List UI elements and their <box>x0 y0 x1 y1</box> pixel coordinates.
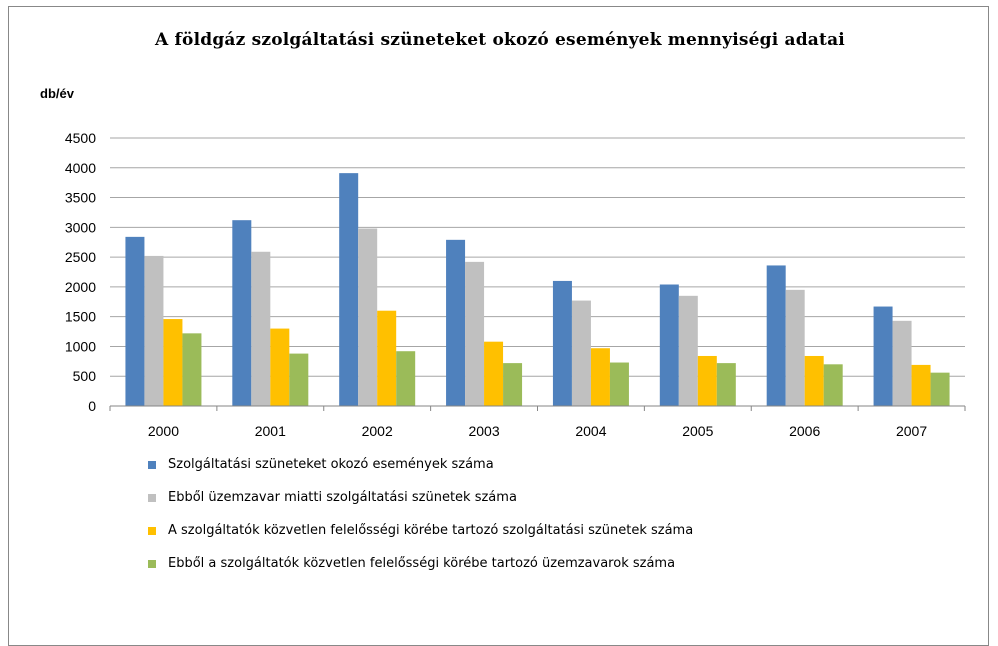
bar-2003-series-2 <box>465 261 485 406</box>
y-tick-label: 4000 <box>65 160 96 176</box>
x-tick-label: 2006 <box>789 423 820 439</box>
bar-2002-series-2 <box>358 228 378 406</box>
bar-chart-plot: 0 500 1000 1500 2000 2500 3000 3500 4000 4500 200… <box>65 130 966 439</box>
bar-2005-series-1 <box>659 284 679 406</box>
bar-2003-series-4 <box>503 363 523 406</box>
y-axis-unit-label: db/év <box>40 86 74 101</box>
bars <box>125 173 950 406</box>
bar-2000-series-3 <box>163 319 183 406</box>
legend-item: Szolgáltatási szüneteket okozó események… <box>148 458 828 472</box>
bar-2001-series-3 <box>270 328 290 406</box>
y-axis-ticks: 0 500 1000 1500 2000 2500 3000 3500 4000 4500 <box>65 130 96 414</box>
bar-2002-series-1 <box>339 173 359 406</box>
bar-2007-series-4 <box>930 372 950 406</box>
legend-label: Ebből üzemzavar miatti szolgáltatási szü… <box>168 490 517 505</box>
legend-item: A szolgáltatók közvetlen felelősségi kör… <box>148 524 828 538</box>
x-tick-label: 2000 <box>148 423 179 439</box>
bar-2007-series-1 <box>873 306 893 406</box>
y-tick-label: 500 <box>73 368 97 384</box>
legend-swatch <box>148 461 156 469</box>
chart-title: A földgáz szolgáltatási szüneteket okozó… <box>155 30 845 50</box>
bar-2006-series-4 <box>823 364 843 406</box>
bar-2004-series-2 <box>571 300 591 406</box>
legend-swatch <box>148 527 156 535</box>
legend-label: Szolgáltatási szüneteket okozó események… <box>168 457 494 472</box>
legend-item: Ebből üzemzavar miatti szolgáltatási szü… <box>148 491 828 505</box>
bar-2006-series-3 <box>804 355 824 406</box>
bar-2006-series-2 <box>785 289 805 406</box>
bar-2000-series-2 <box>144 255 164 406</box>
y-tick-label: 1500 <box>65 309 96 325</box>
y-tick-label: 4500 <box>65 130 96 146</box>
bar-2003-series-1 <box>446 239 466 406</box>
y-tick-label: 3000 <box>65 219 96 235</box>
legend-item: Ebből a szolgáltatók közvetlen felelőssé… <box>148 557 828 571</box>
bar-2005-series-3 <box>697 355 717 406</box>
y-tick-label: 2000 <box>65 279 96 295</box>
legend-label: A szolgáltatók közvetlen felelősségi kör… <box>168 523 694 538</box>
bar-2001-series-4 <box>289 353 309 406</box>
legend-label: Ebből a szolgáltatók közvetlen felelőssé… <box>168 556 676 571</box>
bar-2003-series-3 <box>484 341 504 406</box>
y-tick-label: 3500 <box>65 190 96 206</box>
bar-2001-series-2 <box>251 251 271 406</box>
y-tick-label: 2500 <box>65 249 96 265</box>
bar-2004-series-4 <box>609 362 629 406</box>
bar-2004-series-1 <box>552 280 572 406</box>
bar-2000-series-1 <box>125 236 145 406</box>
bar-2004-series-3 <box>590 348 610 406</box>
legend-swatch <box>148 560 156 568</box>
bar-2005-series-2 <box>678 295 698 406</box>
legend-swatch <box>148 494 156 502</box>
x-tick-label: 2005 <box>682 423 713 439</box>
bar-2005-series-4 <box>716 363 736 406</box>
x-tick-label: 2001 <box>255 423 286 439</box>
x-tick-label: 2004 <box>575 423 606 439</box>
bar-2007-series-2 <box>892 320 912 406</box>
x-tick-label: 2002 <box>362 423 393 439</box>
x-tick-label: 2003 <box>468 423 499 439</box>
bar-2001-series-1 <box>232 220 252 406</box>
y-tick-label: 0 <box>88 398 96 414</box>
bar-2006-series-1 <box>766 265 786 406</box>
y-tick-label: 1000 <box>65 338 96 354</box>
bar-2007-series-3 <box>911 364 931 406</box>
bar-2000-series-4 <box>182 333 202 406</box>
bar-2002-series-3 <box>377 310 397 406</box>
x-axis-ticks: 2000 2001 2002 2003 2004 2005 2006 2007 <box>109 406 966 439</box>
bar-2002-series-4 <box>396 351 416 406</box>
x-tick-label: 2007 <box>896 423 927 439</box>
